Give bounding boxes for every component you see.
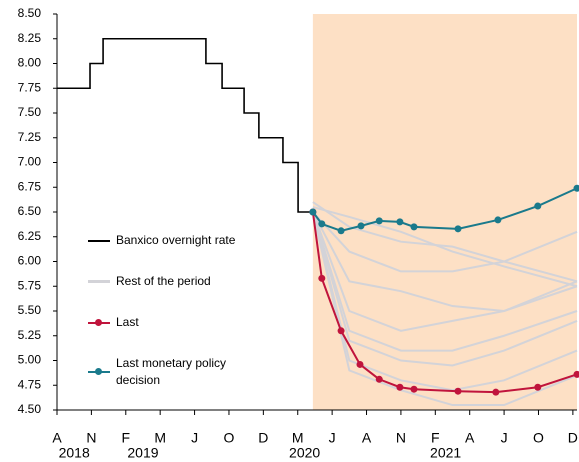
legend: Banxico overnight rate Rest of the period… [88,232,268,389]
marker [375,375,383,383]
y-tick-label: 5.00 [18,353,42,367]
legend-label: Banxico overnight rate [116,233,236,247]
y-tick-label: 6.00 [18,254,42,268]
y-tick-label: 8.25 [18,31,42,45]
x-year-label: 2019 [127,445,158,461]
y-tick-label: 4.50 [18,402,42,416]
marker [396,218,404,226]
x-tick-label: J [501,430,508,446]
period-line [312,206,578,288]
x-year-label: 2021 [430,445,461,461]
y-tick-label: 8.50 [18,6,42,20]
x-tick-label: N [396,430,406,446]
marker [309,208,317,216]
y-tick-label: 5.50 [18,303,42,317]
period-line [311,211,578,407]
marker [356,360,364,368]
marker [375,217,383,225]
y-tick-label: 4.75 [18,377,42,391]
marker [357,222,365,230]
y-tick-label: 7.00 [18,155,42,169]
x-tick-label: D [258,430,268,446]
x-tick-label: F [431,430,440,446]
legend-label: Last monetary policy decision [116,356,227,387]
series-line [57,37,313,213]
marker [573,370,579,378]
marker [534,202,542,210]
x-tick-label: A [362,430,372,446]
x-tick-label: O [533,430,544,446]
legend-swatch [88,277,110,287]
x-year-label: 2018 [59,445,90,461]
period-line [311,211,578,367]
y-tick-label: 5.25 [18,328,42,342]
legend-label: Last [116,315,139,329]
x-year-label: 2020 [289,445,320,461]
x-tick-label: J [191,430,198,446]
legend-item: Rest of the period [88,273,268,290]
x-tick-label: M [292,430,304,446]
period-line [311,211,578,352]
marker [454,387,462,395]
y-tick-label: 6.25 [18,229,42,243]
x-tick-label: A [465,430,475,446]
marker [337,327,345,335]
legend-swatch [88,367,110,377]
x-tick-label: J [329,430,336,446]
y-tick-label: 7.25 [18,130,42,144]
x-tick-label: O [224,430,235,446]
x-tick-label: A [52,430,62,446]
legend-item: Last monetary policy decision [88,355,268,389]
marker [337,227,345,235]
marker [494,216,502,224]
x-tick-label: N [86,430,96,446]
legend-item: Banxico overnight rate [88,232,268,249]
y-tick-label: 7.75 [18,80,42,94]
marker [396,383,404,391]
legend-swatch [88,318,110,328]
y-tick-label: 7.50 [18,105,42,119]
y-tick-label: 8.00 [18,56,42,70]
marker [454,225,462,233]
period-line [312,201,578,283]
x-tick-label: D [568,430,578,446]
period-line [311,211,578,332]
legend-swatch [88,236,110,246]
y-tick-label: 5.75 [18,278,42,292]
x-tick-label: F [122,430,131,446]
marker [573,184,579,192]
x-tick-label: M [154,430,166,446]
marker [410,385,418,393]
y-tick-label: 6.75 [18,179,42,193]
marker [318,274,326,282]
marker [492,388,500,396]
marker [534,383,542,391]
marker [318,220,326,228]
legend-item: Last [88,314,268,331]
y-tick-label: 6.50 [18,204,42,218]
marker [410,223,418,231]
legend-label: Rest of the period [116,274,211,288]
period-line [312,211,578,273]
